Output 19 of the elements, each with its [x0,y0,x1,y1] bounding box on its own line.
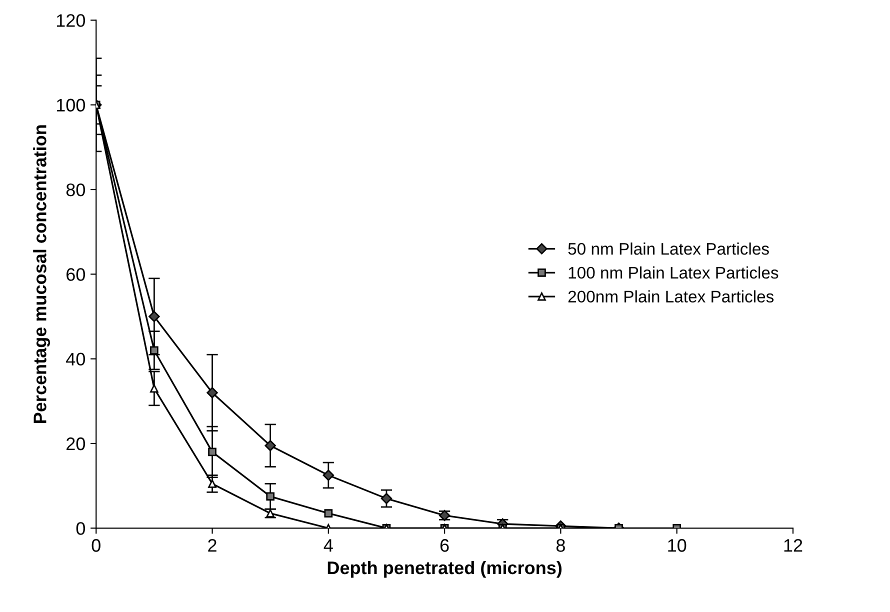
y-tick-label: 80 [66,183,85,196]
legend-label: 100 nm Plain Latex Particles [568,266,778,279]
y-tick-label: 60 [66,268,85,281]
x-axis-title: Depth penetrated (microns) [328,560,562,578]
x-tick-label: 8 [556,539,565,552]
y-axis-title: Percentage mucosal concentration [33,125,50,423]
legend-label: 50 nm Plain Latex Particles [568,242,769,255]
y-tick-label: 40 [66,352,85,366]
x-tick-label: 12 [784,539,802,552]
y-tick-label: 100 [56,98,85,112]
x-tick-label: 6 [440,539,449,552]
x-tick-label: 4 [324,539,333,552]
legend-label: 200nm Plain Latex Particles [568,290,774,303]
x-tick-label: 10 [668,539,686,552]
y-tick-label: 20 [66,437,85,450]
x-tick-label: 2 [208,539,216,552]
y-tick-label: 120 [56,14,85,27]
y-tick-label: 0 [76,522,85,535]
x-tick-label: 0 [92,539,100,552]
